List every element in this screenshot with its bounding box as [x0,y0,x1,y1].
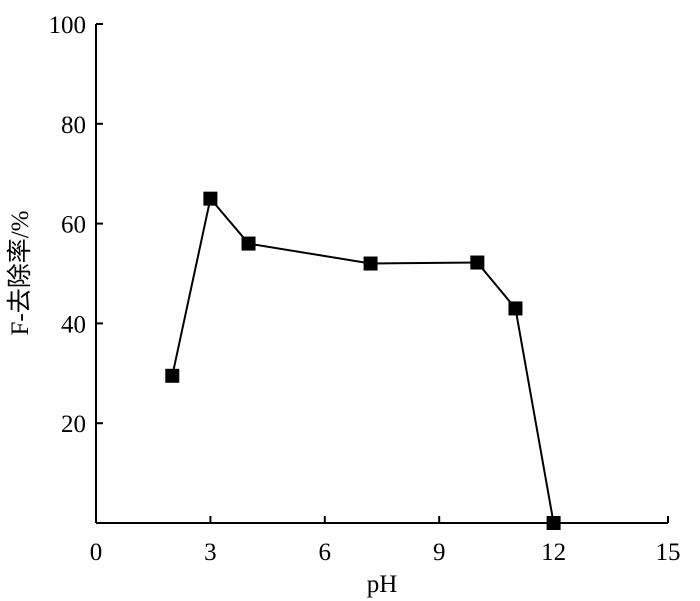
y-tick-label: 100 [49,12,87,39]
y-tick-label: 20 [61,411,86,438]
y-tick-label: 80 [61,112,86,139]
data-point [546,516,561,530]
series-group [165,191,561,530]
axes [95,24,668,524]
data-point [203,191,218,206]
x-tick-label: 6 [319,539,332,566]
x-tick-label: 3 [204,539,217,566]
data-point [508,301,523,316]
data-point [363,256,378,271]
x-tick-label: 9 [433,539,446,566]
y-tick-label: 60 [61,212,86,239]
x-tick-label: 12 [541,539,566,566]
y-ticks: 20 40 60 80 100 [49,12,103,438]
y-axis-title: F-去除率/% [6,210,34,335]
series-line [171,196,555,524]
data-point [470,255,485,270]
x-tick-label: 0 [90,539,103,566]
x-axis-title: pH [367,571,398,598]
data-point [165,368,180,383]
y-tick-label: 40 [61,311,86,338]
data-point [241,236,256,251]
x-tick-label: 15 [656,539,681,566]
